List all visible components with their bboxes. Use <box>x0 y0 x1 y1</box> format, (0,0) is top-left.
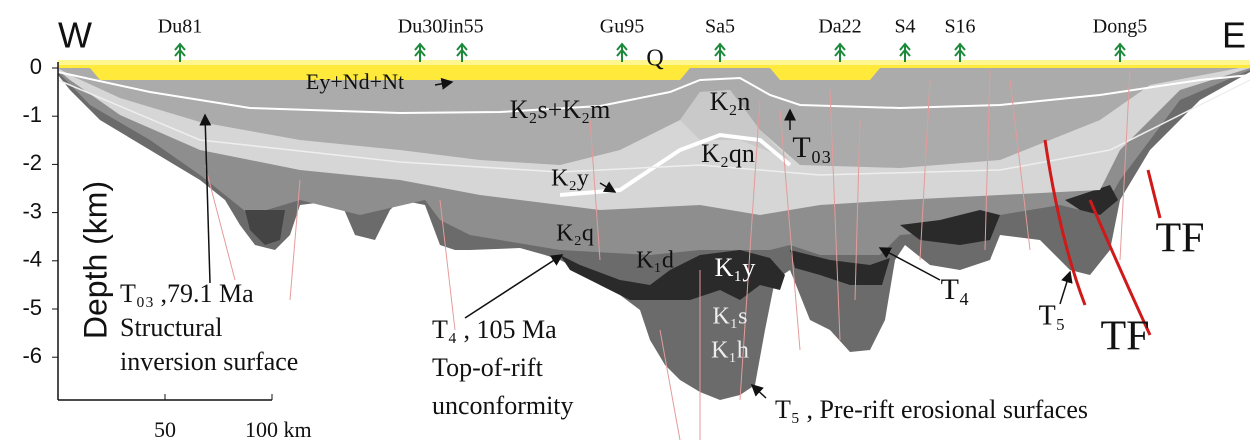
cross-section: W E Depth (km) 50 100 km Q Ey+Nd+Nt K₂s+K₂… <box>0 0 1252 444</box>
annotation: inversion surface <box>120 347 298 376</box>
annotation: Top-of-rift <box>432 353 544 382</box>
boundary-label: T₅ <box>1039 300 1066 331</box>
east-label: E <box>1222 15 1246 56</box>
scale-label: 100 km <box>245 417 312 442</box>
depth-tick-label: -4 <box>22 247 42 272</box>
unit-label: K₁h <box>711 338 749 364</box>
well-symbol <box>835 44 845 62</box>
unit-label: K₁s <box>712 304 747 330</box>
unit-label: Ey+Nd+Nt <box>306 69 404 94</box>
well-name: Gu95 <box>600 16 644 38</box>
well-symbol <box>617 44 627 62</box>
well-symbol <box>900 44 910 62</box>
depth-tick-label: -6 <box>22 343 42 368</box>
depth-tick-label: -2 <box>22 150 42 175</box>
boundary-label: T₀₃ <box>792 131 831 164</box>
unit-label: Q <box>646 46 663 72</box>
well-name: Dong5 <box>1093 16 1147 38</box>
well-symbol <box>415 44 425 62</box>
unit-label: K₁d <box>636 248 674 274</box>
well-name: Sa5 <box>705 16 735 38</box>
well-name: S16 <box>944 16 975 38</box>
annotation: Structural <box>120 313 223 342</box>
unit-label: K₁y <box>715 253 756 282</box>
well-symbol <box>457 44 467 62</box>
unit-label: K₂y <box>551 166 589 192</box>
unit-label: K₂qn <box>701 139 755 168</box>
unit-label: K₂n <box>710 87 751 116</box>
boundary-label: T₄ <box>941 273 970 306</box>
depth-tick-label: -1 <box>22 102 42 127</box>
boundary-label: TF <box>1155 216 1204 262</box>
well-name: Du81 <box>158 16 202 38</box>
well-name: Jin55 <box>440 16 483 38</box>
well-symbol <box>1115 44 1125 62</box>
annotation: T₀₃ ,79.1 Ma <box>120 279 254 308</box>
boundary-label: TF <box>1100 314 1149 360</box>
well-symbol <box>715 44 725 62</box>
well-symbol <box>955 44 965 62</box>
annotation: T₅ , Pre-rift erosional surfaces <box>775 395 1088 424</box>
depth-tick-label: -5 <box>22 295 42 320</box>
depth-tick-label: 0 <box>30 54 42 79</box>
well-symbol <box>175 44 185 62</box>
annotation: T₄ , 105 Ma <box>432 315 557 344</box>
well-name: Du30 <box>398 16 442 38</box>
annotation: unconformity <box>432 391 574 420</box>
well-name: Da22 <box>818 16 861 38</box>
unit-label: K₂q <box>556 221 594 247</box>
depth-tick-label: -3 <box>22 198 42 223</box>
scale-label: 50 <box>154 417 176 442</box>
depth-label: Depth (km) <box>77 181 113 339</box>
well-name: S4 <box>894 16 915 38</box>
unit-label: K₂s+K₂m <box>510 95 611 124</box>
west-label: W <box>58 15 92 56</box>
